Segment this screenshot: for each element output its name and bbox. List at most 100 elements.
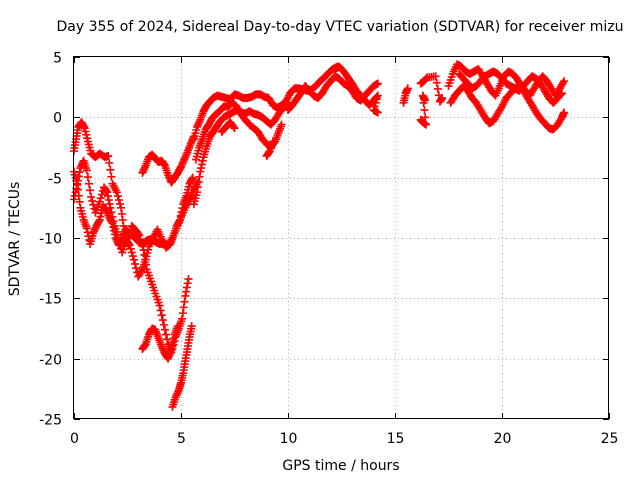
data-point: [178, 314, 187, 323]
plot-frame: [73, 56, 609, 419]
data-point: [173, 322, 182, 331]
data-point: [432, 78, 441, 87]
series-track-k: [284, 72, 382, 115]
data-point: [106, 165, 115, 174]
data-point: [269, 137, 278, 146]
data-point: [158, 316, 167, 325]
data-point: [265, 148, 274, 157]
series-track-j: [217, 118, 278, 160]
data-point: [103, 188, 112, 197]
data-point: [124, 240, 133, 249]
data-point: [182, 287, 191, 296]
series-track-f: [138, 132, 198, 187]
data-point: [420, 106, 429, 115]
data-point: [126, 244, 135, 253]
data-point: [186, 139, 195, 148]
data-point: [139, 167, 148, 176]
data-point: [169, 334, 178, 343]
data-point: [110, 230, 119, 239]
data-point: [102, 186, 111, 195]
data-point: [193, 183, 202, 192]
y-tick-label: 0: [53, 111, 62, 127]
data-point: [372, 95, 381, 104]
data-point: [433, 84, 442, 93]
data-point: [104, 195, 113, 204]
data-point: [197, 160, 206, 169]
series-track-m: [399, 72, 447, 129]
data-point: [196, 167, 205, 176]
data-point: [116, 199, 125, 208]
data-point: [114, 241, 123, 250]
data-point: [155, 301, 164, 310]
data-point: [107, 218, 116, 227]
data-point: [181, 153, 190, 162]
data-points: [70, 60, 569, 411]
x-tick-label: 15: [387, 431, 405, 447]
series-track-d: [138, 322, 182, 363]
data-point: [95, 197, 104, 206]
data-point: [229, 122, 238, 131]
data-point: [117, 235, 126, 244]
data-point: [118, 215, 127, 224]
data-point: [158, 344, 167, 353]
data-point: [187, 322, 196, 331]
series-track-i: [189, 98, 292, 209]
data-point: [159, 320, 168, 329]
data-point: [115, 239, 124, 248]
data-point: [113, 192, 122, 201]
data-point: [556, 90, 565, 99]
data-point: [181, 291, 190, 300]
data-point: [108, 219, 117, 228]
data-point: [88, 196, 97, 205]
data-point: [97, 190, 106, 199]
data-point: [198, 156, 207, 165]
series-track-p: [455, 67, 566, 107]
data-point: [168, 342, 177, 351]
data-point: [103, 192, 112, 201]
data-point: [156, 306, 165, 315]
data-point: [172, 391, 181, 400]
data-point: [558, 78, 567, 87]
data-point: [129, 255, 138, 264]
y-tick-label: -20: [39, 353, 62, 369]
data-point: [160, 325, 169, 334]
data-point: [164, 171, 173, 180]
data-point: [107, 172, 116, 181]
data-point: [127, 248, 136, 257]
data-point: [420, 96, 429, 105]
data-point: [179, 303, 188, 312]
data-point: [117, 209, 126, 218]
axis-ticks: 0 5 10 15 20 25 5 0 -5 -10 -15 -20 -25: [39, 51, 618, 448]
data-point: [134, 230, 143, 239]
data-point: [75, 197, 84, 206]
data-point: [277, 120, 286, 129]
data-point: [73, 179, 82, 188]
x-tick-label: 10: [280, 431, 298, 447]
data-point: [125, 241, 134, 250]
y-axis-label: SDTVAR / TECUs: [7, 182, 23, 297]
data-point: [86, 186, 95, 195]
data-point: [130, 259, 139, 268]
data-point: [373, 79, 382, 88]
data-point: [182, 150, 191, 159]
data-point: [195, 117, 204, 126]
data-point: [187, 175, 196, 184]
series-track-l: [331, 62, 382, 117]
y-tick-label: 5: [53, 51, 62, 67]
data-point: [82, 224, 91, 233]
data-point: [157, 311, 166, 320]
data-point: [160, 160, 169, 169]
data-point: [431, 72, 440, 81]
data-point: [188, 173, 197, 182]
data-point: [137, 267, 146, 276]
data-point: [438, 94, 447, 103]
grid-lines: [74, 57, 609, 419]
data-point: [194, 177, 203, 186]
data-point: [109, 223, 118, 232]
data-point: [132, 264, 141, 273]
data-point: [89, 229, 98, 238]
y-tick-label: -5: [48, 172, 62, 188]
data-point: [193, 121, 202, 130]
